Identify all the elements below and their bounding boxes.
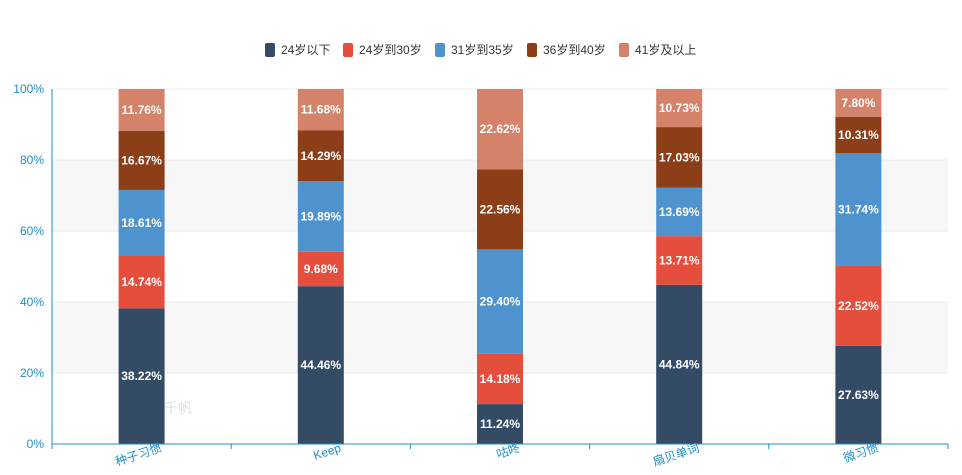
- y-tick-label: 100%: [13, 82, 44, 96]
- legend-item[interactable]: 24岁到30岁: [343, 42, 422, 57]
- y-tick-label: 80%: [20, 153, 44, 167]
- data-label: 31.74%: [838, 203, 879, 217]
- y-axis-ticks: 0% 20% 40% 60% 80% 100%: [13, 82, 44, 451]
- legend-swatch: [265, 43, 275, 57]
- segment-labels: 38.22% 14.74% 18.61% 16.67% 11.76% 44.46% 9.68…: [121, 96, 879, 431]
- legend-swatch: [343, 43, 353, 57]
- data-label: 22.62%: [480, 122, 521, 136]
- data-label: 44.84%: [659, 357, 700, 371]
- bar-segment[interactable]: [118, 130, 165, 190]
- bar-segment[interactable]: [835, 153, 882, 266]
- legend[interactable]: 24岁以下 24岁到30岁 31岁到35岁 36岁到40岁 41岁及以上: [265, 42, 696, 57]
- y-tick-label: 20%: [20, 366, 44, 380]
- bar-segment[interactable]: [656, 89, 703, 128]
- bar-segment[interactable]: [477, 404, 523, 444]
- y-tick-label: 40%: [20, 295, 44, 309]
- data-label: 14.74%: [121, 275, 162, 289]
- legend-swatch: [527, 43, 537, 57]
- bar-segment[interactable]: [835, 265, 882, 346]
- y-tick-label: 60%: [20, 224, 44, 238]
- bar-segment[interactable]: [297, 286, 344, 444]
- bar-segment[interactable]: [835, 345, 882, 444]
- data-label: 11.24%: [480, 417, 520, 431]
- data-label: 29.40%: [480, 295, 521, 309]
- bar-segment[interactable]: [297, 181, 344, 252]
- bar-segment[interactable]: [835, 89, 882, 117]
- data-label: 27.63%: [838, 388, 879, 402]
- bar-segment[interactable]: [297, 251, 344, 287]
- data-label: 17.03%: [659, 150, 700, 164]
- bar-segment[interactable]: [118, 255, 165, 309]
- legend-label: 24岁以下: [281, 42, 330, 57]
- data-label: 10.31%: [838, 128, 879, 142]
- legend-item[interactable]: 24岁以下: [265, 42, 330, 57]
- axes: [51, 89, 949, 449]
- legend-swatch: [619, 43, 629, 57]
- bars: [118, 89, 882, 444]
- bar-segment[interactable]: [297, 130, 344, 182]
- data-label: 11.68%: [301, 103, 341, 117]
- legend-item[interactable]: 36岁到40岁: [527, 42, 606, 57]
- bar-segment[interactable]: [477, 249, 523, 354]
- data-label: 14.18%: [480, 372, 521, 386]
- legend-item[interactable]: 41岁及以上: [619, 42, 696, 57]
- bar-segment[interactable]: [118, 89, 165, 131]
- data-label: 11.76%: [122, 103, 162, 117]
- data-label: 22.52%: [838, 299, 879, 313]
- legend-label: 41岁及以上: [635, 42, 696, 57]
- bar-segment[interactable]: [656, 284, 703, 444]
- bar-segment[interactable]: [118, 189, 165, 256]
- legend-label: 24岁到30岁: [359, 42, 422, 57]
- data-label: 16.67%: [121, 153, 162, 167]
- data-label: 9.68%: [304, 262, 338, 276]
- legend-swatch: [435, 43, 445, 57]
- data-label: 18.61%: [121, 216, 162, 230]
- bar-segment[interactable]: [477, 89, 523, 170]
- bar-segment[interactable]: [835, 116, 882, 154]
- y-tick-label: 0%: [27, 437, 45, 451]
- bar-segment[interactable]: [477, 353, 523, 405]
- bar-segment[interactable]: [297, 89, 344, 131]
- legend-item[interactable]: 31岁到35岁: [435, 42, 514, 57]
- bar-segment[interactable]: [477, 169, 523, 250]
- legend-label: 36岁到40岁: [543, 42, 606, 57]
- data-label: 7.80%: [841, 96, 875, 110]
- data-label: 22.56%: [480, 202, 521, 216]
- data-label: 19.89%: [300, 209, 341, 223]
- data-label: 38.22%: [121, 369, 162, 383]
- bar-segment[interactable]: [656, 187, 703, 237]
- legend-label: 31岁到35岁: [451, 42, 514, 57]
- data-label: 44.46%: [300, 358, 341, 372]
- bar-segment[interactable]: [656, 127, 703, 188]
- bar-segment[interactable]: [118, 308, 165, 444]
- data-label: 13.71%: [659, 253, 700, 267]
- data-label: 14.29%: [300, 149, 341, 163]
- data-label: 13.69%: [659, 205, 700, 219]
- data-label: 10.73%: [659, 101, 700, 115]
- x-tick-label: 咕咚: [494, 440, 521, 462]
- bar-segment[interactable]: [656, 236, 703, 285]
